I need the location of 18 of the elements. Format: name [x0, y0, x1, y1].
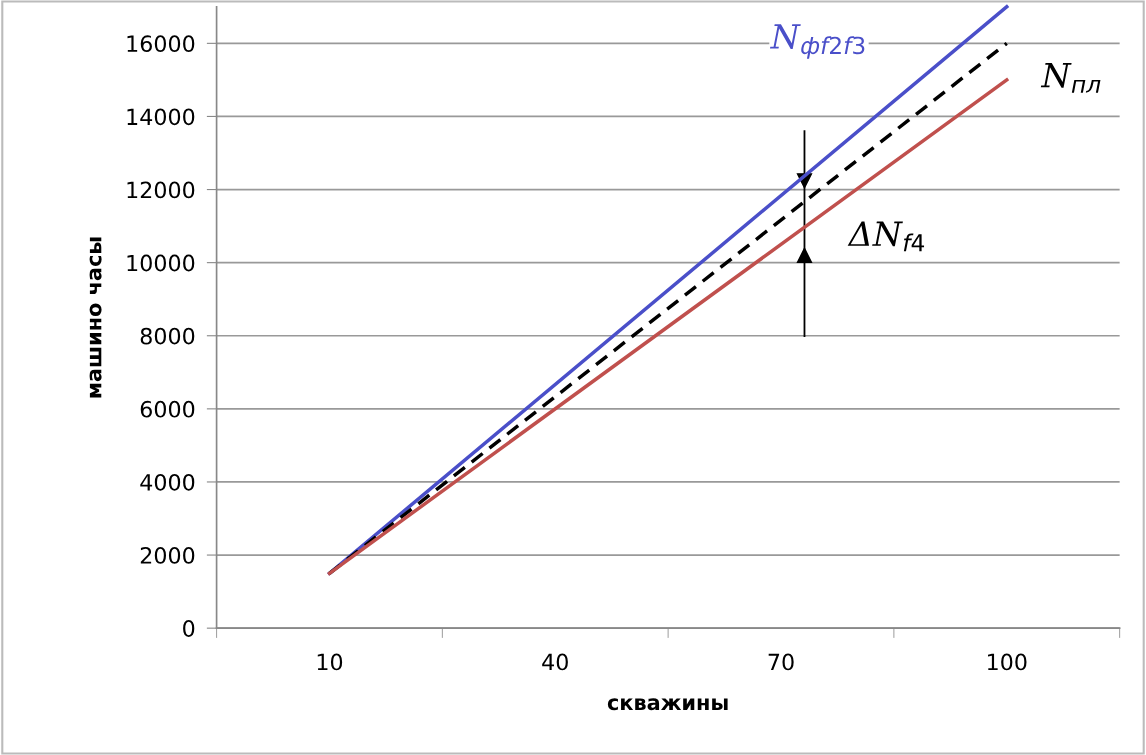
x-tick-label: 70	[768, 653, 794, 671]
x-tick-label: 100	[987, 653, 1027, 671]
y-tick-label: 14000	[127, 108, 195, 126]
series-label: N$_{фf2f3}$	[769, 24, 865, 59]
y-tick-label: 2000	[140, 547, 195, 564]
y-tick-label: 12000	[127, 181, 195, 199]
x-tick-label: 40	[542, 653, 568, 671]
y-tick-label: 10000	[127, 254, 195, 272]
x-axis-title: скважины	[607, 698, 728, 711]
y-tick-label: 8000	[140, 327, 195, 345]
y-tick-label: 4000	[140, 473, 195, 491]
y-tick-label: 16000	[127, 35, 195, 53]
annotation: ΔN$_{f4}$	[847, 221, 925, 252]
y-tick-label: 0	[183, 620, 195, 637]
y-axis-title: машино часы	[89, 237, 102, 398]
x-tick-label: 10	[317, 653, 343, 671]
y-tick-label: 6000	[140, 400, 195, 418]
series-label: N$_{пл}$	[1040, 62, 1101, 93]
